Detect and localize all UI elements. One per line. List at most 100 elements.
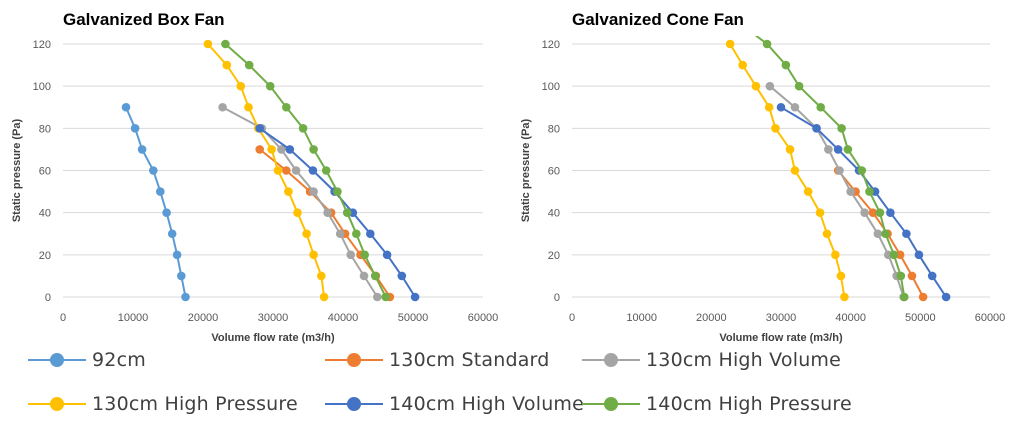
data-point: [346, 250, 356, 260]
data-point: [130, 124, 140, 133]
data-point: [282, 166, 291, 175]
data-point: [824, 145, 833, 154]
x-tick-label: 10000: [626, 312, 657, 324]
data-point: [382, 250, 392, 260]
series-130cm-high-pressure: [725, 39, 849, 302]
data-point: [359, 271, 369, 281]
legend-label: 92cm: [92, 349, 146, 371]
legend-label: 130cm High Volume: [646, 349, 842, 371]
y-tick-label: 60: [548, 166, 560, 178]
legend-item-130cm-standard: 130cm Standard: [325, 349, 550, 371]
data-point: [167, 229, 177, 239]
data-point: [790, 166, 800, 175]
data-point: [370, 271, 380, 281]
x-tick-label: 0: [569, 312, 575, 324]
data-point: [309, 145, 318, 154]
data-point: [308, 166, 318, 175]
legend-label: 140cm High Volume: [389, 393, 585, 415]
data-point: [267, 145, 276, 154]
legend-marker: [325, 352, 383, 368]
data-point: [181, 292, 190, 302]
data-point: [302, 229, 311, 239]
y-tick-label: 0: [554, 292, 560, 304]
data-point: [255, 124, 264, 133]
data-point: [865, 187, 874, 196]
data-point: [273, 166, 283, 175]
data-point: [221, 39, 230, 49]
data-point: [255, 145, 264, 154]
data-point: [317, 271, 326, 281]
data-point: [309, 250, 318, 260]
data-point: [900, 292, 909, 302]
data-point: [397, 271, 407, 281]
data-point: [812, 124, 821, 133]
series-line: [780, 106, 947, 298]
legend-label: 140cm High Pressure: [646, 393, 852, 415]
data-point: [291, 166, 301, 175]
data-point: [822, 229, 832, 239]
x-tick-label: 30000: [766, 312, 797, 324]
x-tick-label: 60000: [468, 312, 499, 324]
chart-title: Galvanized Cone Fan: [572, 10, 744, 29]
legend-item-92cm: 92cm: [28, 349, 146, 371]
data-point: [366, 229, 375, 239]
legend-marker: [582, 352, 640, 368]
y-tick-label: 20: [39, 250, 51, 262]
data-point: [282, 102, 291, 112]
y-tick-label: 120: [542, 39, 560, 51]
legend-marker: [28, 396, 86, 412]
data-point: [323, 208, 332, 217]
legend-marker: [28, 352, 86, 368]
y-tick-label: 80: [39, 123, 51, 135]
series-line: [769, 85, 905, 298]
data-point: [381, 292, 391, 302]
data-point: [765, 81, 775, 91]
data-point: [833, 145, 843, 154]
data-point: [776, 102, 786, 112]
data-point: [941, 292, 951, 302]
data-point: [321, 166, 331, 175]
series-line: [125, 106, 187, 298]
data-point: [218, 102, 227, 112]
series-130cm-high-volume: [218, 102, 382, 302]
data-point: [352, 229, 361, 239]
data-point: [298, 124, 308, 133]
x-tick-label: 20000: [696, 312, 727, 324]
data-point: [333, 187, 342, 196]
series-line: [754, 36, 906, 298]
data-point: [162, 208, 171, 217]
chart-cone: Galvanized Cone Fan 0 20 40 60 80 100 120 0 10000…: [520, 10, 1005, 344]
data-point: [831, 250, 840, 260]
y-tick-label: 40: [548, 208, 560, 220]
data-point: [815, 208, 825, 217]
data-point: [889, 250, 899, 260]
x-tick-label: 50000: [398, 312, 429, 324]
series-130cm-high-volume: [765, 81, 908, 302]
x-tick-label: 40000: [328, 312, 359, 324]
legend-item-140cm-high-volume: 140cm High Volume: [325, 393, 584, 415]
data-point: [781, 60, 791, 70]
y-tick-label: 20: [548, 250, 560, 262]
data-point: [236, 81, 246, 91]
series-line: [222, 106, 379, 298]
data-point: [785, 145, 795, 154]
x-tick-label: 60000: [975, 312, 1006, 324]
x-tick-label: 40000: [835, 312, 866, 324]
data-point: [156, 187, 165, 196]
y-axis-label: Static pressure (Pa): [520, 119, 532, 223]
x-axis-label: Volume flow rate (m3/h): [719, 332, 843, 344]
series-92cm: [121, 102, 190, 302]
data-point: [927, 271, 937, 281]
data-point: [875, 208, 885, 217]
x-tick-label: 30000: [258, 312, 289, 324]
data-point: [762, 39, 772, 49]
legend-marker: [582, 396, 640, 412]
data-point: [177, 271, 186, 281]
data-point: [751, 81, 761, 91]
data-point: [896, 271, 906, 281]
data-point: [868, 208, 878, 217]
legend-item-130cm-high-volume: 130cm High Volume: [582, 349, 841, 371]
legend-item-130cm-high-pressure: 130cm High Pressure: [28, 393, 298, 415]
data-point: [172, 250, 182, 260]
y-tick-label: 0: [45, 292, 51, 304]
